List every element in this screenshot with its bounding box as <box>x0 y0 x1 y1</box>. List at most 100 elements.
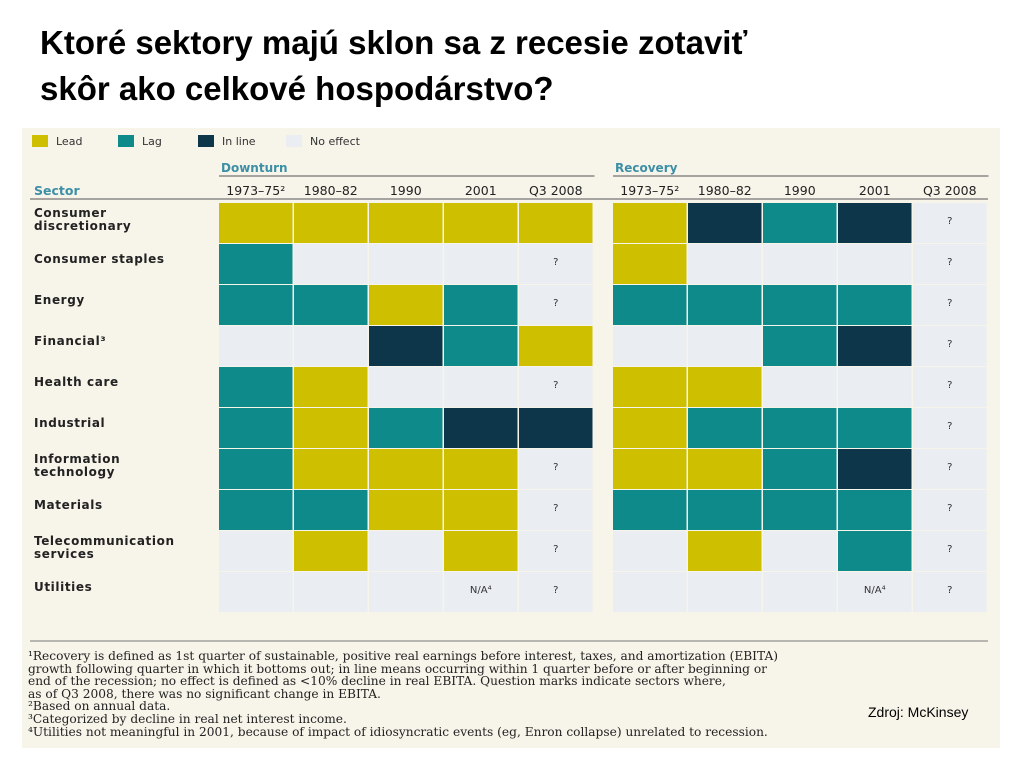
matrix-cell-blank <box>519 449 593 489</box>
matrix-cell-inline <box>369 326 443 366</box>
period-label: 1990 <box>390 183 422 198</box>
matrix-cell-inline <box>519 408 593 448</box>
matrix-cell-none <box>838 367 912 407</box>
footnote-line: ¹Recovery is defined as 1st quarter of s… <box>28 649 779 663</box>
matrix-cell-lag <box>763 326 837 366</box>
sector-label: services <box>34 547 94 561</box>
matrix-cell-lead <box>444 490 518 530</box>
sector-label: Consumer staples <box>34 252 165 266</box>
matrix-cell-lag <box>294 490 368 530</box>
question-mark: ? <box>947 339 952 350</box>
matrix-cell-blank <box>444 572 518 612</box>
sector-label: Energy <box>34 293 85 307</box>
matrix-cell-lag <box>219 244 293 284</box>
matrix-cell-none <box>688 326 762 366</box>
matrix-cell-lag <box>444 326 518 366</box>
footnote-line: ⁴Utilities not meaningful in 2001, becau… <box>28 724 768 739</box>
matrix-cell-lag <box>763 408 837 448</box>
matrix-cell-none <box>219 326 293 366</box>
matrix-cell-lag <box>219 490 293 530</box>
matrix-cell-none <box>369 244 443 284</box>
matrix-cell-lead <box>369 490 443 530</box>
matrix-cell-lag <box>219 285 293 325</box>
title-line-2: skôr ako celkové hospodárstvo? <box>40 70 554 107</box>
matrix-cell-lag <box>219 367 293 407</box>
matrix-cell-lag <box>688 408 762 448</box>
matrix-cell-none <box>369 367 443 407</box>
matrix-cell-lead <box>613 244 687 284</box>
matrix-cell-lead <box>369 449 443 489</box>
period-label: Q3 2008 <box>529 183 583 198</box>
question-mark: ? <box>947 380 952 391</box>
matrix-cell-lag <box>219 449 293 489</box>
matrix-cell-blank <box>519 531 593 571</box>
period-label: 1980–82 <box>304 183 358 198</box>
sector-label: Financial³ <box>34 334 106 348</box>
matrix-cell-lead <box>219 203 293 243</box>
matrix-cell-blank <box>913 285 987 325</box>
matrix-cell-inline <box>688 203 762 243</box>
matrix-cell-lead <box>613 203 687 243</box>
period-label: 1973–75² <box>226 183 285 198</box>
group-label-recovery: Recovery <box>615 161 678 175</box>
chart-panel: Lead Lag In line No effect Downturn 1973–75² 1… <box>22 128 1000 748</box>
matrix-cell-none <box>444 367 518 407</box>
question-mark: ? <box>947 544 952 555</box>
matrix-cell-lag <box>688 490 762 530</box>
matrix-cell-lead <box>688 449 762 489</box>
question-mark: ? <box>947 216 952 227</box>
matrix-cell-lead <box>688 367 762 407</box>
matrix-cell-lag <box>763 203 837 243</box>
matrix-cell-none <box>219 531 293 571</box>
matrix-cell-blank <box>913 326 987 366</box>
question-mark: ? <box>947 462 952 473</box>
matrix-cell-lag <box>838 490 912 530</box>
matrix-cell-none <box>219 572 293 612</box>
period-label: 1990 <box>784 183 816 198</box>
cell-note: N/A⁴ <box>470 585 492 596</box>
question-mark: ? <box>947 585 952 596</box>
period-label: 1980–82 <box>698 183 752 198</box>
matrix-cell-lead <box>613 367 687 407</box>
matrix-cell-lag <box>444 285 518 325</box>
matrix-cell-none <box>613 572 687 612</box>
matrix-cell-lag <box>838 285 912 325</box>
footnote-line: ²Based on annual data. <box>28 699 171 714</box>
question-mark: ? <box>553 380 558 391</box>
matrix-cell-none <box>763 572 837 612</box>
matrix-cell-blank <box>519 244 593 284</box>
source-note: Zdroj: McKinsey <box>868 704 969 720</box>
matrix-cell-none <box>294 326 368 366</box>
matrix-cell-none <box>763 367 837 407</box>
matrix-cell-none <box>688 244 762 284</box>
matrix-cell-lag <box>838 531 912 571</box>
legend-swatch-lead <box>32 135 48 147</box>
footnote-line: end of the recession; no effect is defin… <box>28 674 726 689</box>
matrix-cell-blank <box>519 367 593 407</box>
matrix-cell-none <box>613 326 687 366</box>
matrix-cell-none <box>763 244 837 284</box>
matrix-cell-lead <box>519 326 593 366</box>
matrix-cell-lead <box>688 531 762 571</box>
matrix-cell-lead <box>613 449 687 489</box>
matrix-cell-lead <box>444 531 518 571</box>
matrix-cell-blank <box>913 203 987 243</box>
question-mark: ? <box>553 544 558 555</box>
question-mark: ? <box>947 503 952 514</box>
legend-label-inline: In line <box>222 135 256 148</box>
matrix-cell-lead <box>294 367 368 407</box>
sector-label: Industrial <box>34 416 105 430</box>
matrix-cell-none <box>444 244 518 284</box>
matrix-cell-lag <box>369 408 443 448</box>
matrix-cell-lead <box>369 203 443 243</box>
matrix-cell-blank <box>913 531 987 571</box>
sector-label: Materials <box>34 498 103 512</box>
sector-matrix-chart: Lead Lag In line No effect Downturn 1973–75² 1… <box>30 135 989 642</box>
period-label: Q3 2008 <box>923 183 977 198</box>
matrix-cell-lag <box>294 285 368 325</box>
sector-label: Health care <box>34 375 119 389</box>
sector-label: Consumer <box>34 206 107 220</box>
matrix-cell-blank <box>913 572 987 612</box>
matrix-cell-inline <box>838 203 912 243</box>
matrix-cell-lead <box>444 449 518 489</box>
